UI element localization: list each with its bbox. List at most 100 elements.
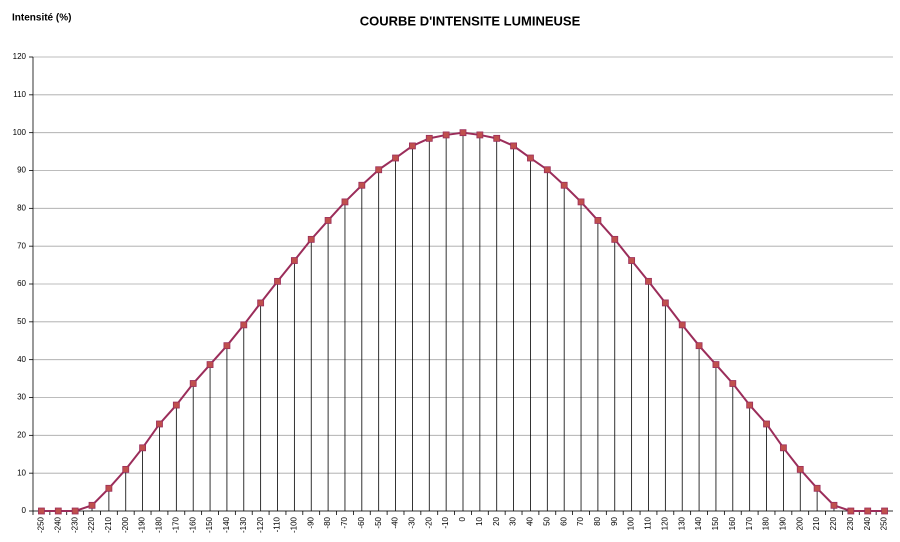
x-tick-label: 50 bbox=[542, 516, 551, 525]
point-marker bbox=[628, 257, 636, 264]
x-tick-label: -130 bbox=[239, 516, 248, 533]
x-tick-label: 140 bbox=[694, 516, 703, 530]
point-marker bbox=[712, 361, 720, 368]
point-marker bbox=[442, 131, 450, 139]
point-marker bbox=[71, 507, 79, 515]
y-tick-label: 60 bbox=[17, 279, 26, 288]
x-tick-label: -210 bbox=[104, 516, 113, 533]
x-tick-label: 160 bbox=[728, 516, 737, 530]
point-marker bbox=[54, 507, 62, 515]
point-marker bbox=[223, 342, 231, 350]
chart-title: COURBE D'INTENSITE LUMINEUSE bbox=[360, 13, 581, 28]
point-marker bbox=[611, 235, 619, 243]
x-tick-label: 210 bbox=[812, 516, 821, 530]
x-tick-label: -170 bbox=[171, 516, 180, 533]
point-marker bbox=[240, 321, 248, 329]
point-marker bbox=[813, 484, 821, 492]
x-tick-label: -50 bbox=[374, 516, 383, 528]
point-marker bbox=[560, 181, 568, 189]
x-tick-label: -160 bbox=[188, 516, 197, 533]
y-tick-label: 0 bbox=[22, 506, 27, 515]
x-tick-label: 120 bbox=[660, 516, 669, 530]
x-tick-label: -190 bbox=[138, 516, 147, 533]
point-marker bbox=[206, 361, 214, 368]
x-tick-label: -250 bbox=[37, 516, 46, 533]
point-marker bbox=[476, 131, 484, 139]
x-tick-label: 60 bbox=[559, 516, 568, 525]
x-tick-label: -40 bbox=[391, 516, 400, 528]
point-marker bbox=[425, 134, 433, 142]
point-marker bbox=[779, 444, 787, 452]
point-marker bbox=[290, 257, 298, 264]
x-tick-label: 190 bbox=[779, 516, 788, 530]
point-marker bbox=[459, 129, 467, 137]
point-marker bbox=[392, 154, 399, 162]
x-tick-label: -100 bbox=[289, 516, 298, 533]
point-marker bbox=[139, 444, 147, 452]
y-tick-label: 40 bbox=[17, 355, 26, 364]
point-marker bbox=[172, 401, 180, 409]
x-tick-label: 180 bbox=[762, 516, 771, 530]
point-marker bbox=[763, 420, 770, 428]
y-tick-label: 10 bbox=[17, 468, 26, 477]
y-tick-label: 80 bbox=[17, 203, 26, 212]
y-axis-title: Intensité (%) bbox=[12, 13, 71, 24]
point-marker bbox=[847, 507, 855, 515]
x-tick-label: 20 bbox=[492, 516, 501, 525]
point-marker bbox=[661, 299, 669, 307]
x-tick-label: 70 bbox=[576, 516, 585, 525]
y-tick-label: 110 bbox=[13, 90, 26, 99]
x-tick-label: -180 bbox=[155, 516, 164, 533]
point-marker bbox=[543, 166, 551, 174]
point-marker bbox=[493, 134, 501, 142]
x-tick-label: 0 bbox=[458, 516, 467, 521]
point-marker bbox=[864, 507, 872, 515]
point-marker bbox=[594, 217, 602, 224]
point-marker bbox=[88, 501, 96, 509]
x-tick-label: 230 bbox=[846, 516, 855, 530]
x-tick-label: 110 bbox=[644, 516, 653, 529]
point-marker bbox=[274, 277, 281, 285]
x-tick-label: -200 bbox=[121, 516, 130, 533]
point-marker bbox=[341, 198, 349, 206]
x-tick-label: -20 bbox=[424, 516, 433, 528]
x-tick-label: 240 bbox=[863, 516, 872, 530]
x-tick-label: 10 bbox=[475, 516, 484, 525]
x-tick-label: -140 bbox=[222, 516, 231, 533]
point-marker bbox=[307, 235, 315, 243]
x-tick-label: 90 bbox=[610, 516, 619, 525]
point-marker bbox=[527, 154, 534, 162]
point-marker bbox=[881, 507, 888, 515]
x-tick-label: -220 bbox=[87, 516, 96, 533]
x-tick-label: 250 bbox=[880, 516, 889, 530]
x-tick-label: 220 bbox=[829, 516, 838, 530]
point-marker bbox=[695, 342, 703, 350]
point-marker bbox=[510, 142, 517, 150]
x-tick-label: 80 bbox=[593, 516, 602, 525]
x-tick-label: -60 bbox=[357, 516, 366, 528]
point-marker bbox=[409, 142, 416, 150]
point-marker bbox=[105, 484, 113, 492]
x-tick-label: 200 bbox=[795, 516, 804, 530]
point-marker bbox=[746, 401, 754, 409]
y-tick-label: 30 bbox=[17, 393, 26, 402]
point-marker bbox=[796, 465, 804, 473]
point-marker bbox=[577, 198, 585, 206]
point-marker bbox=[645, 277, 652, 285]
x-tick-label: -230 bbox=[70, 516, 79, 533]
point-marker bbox=[156, 420, 163, 428]
point-marker bbox=[189, 380, 197, 387]
x-tick-label: -10 bbox=[441, 516, 450, 528]
point-marker bbox=[358, 181, 366, 189]
x-tick-label: -70 bbox=[340, 516, 349, 528]
point-marker bbox=[122, 465, 130, 473]
y-tick-label: 20 bbox=[17, 430, 26, 439]
x-tick-label: -110 bbox=[273, 516, 282, 532]
x-tick-label: -240 bbox=[53, 516, 62, 533]
x-tick-label: -120 bbox=[256, 516, 265, 533]
y-tick-label: 120 bbox=[13, 52, 27, 61]
y-tick-label: 50 bbox=[17, 317, 26, 326]
x-tick-label: -150 bbox=[205, 516, 214, 533]
x-tick-label: 30 bbox=[509, 516, 518, 525]
